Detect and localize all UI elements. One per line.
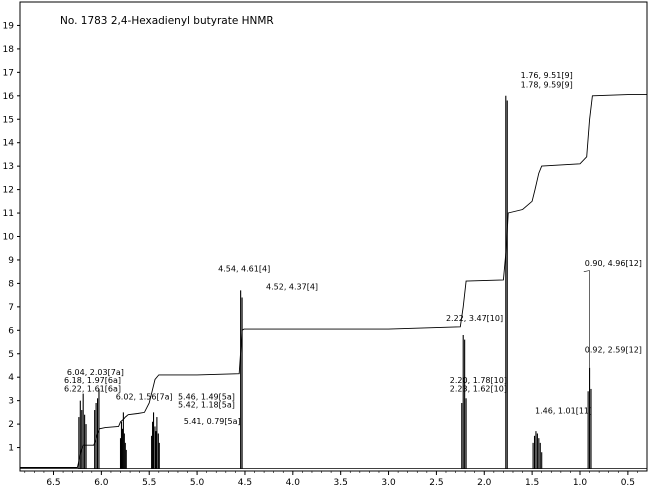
peak-annotation: 6.22, 1.61[6a]	[64, 384, 121, 393]
x-tick-label: 2.5	[429, 478, 443, 486]
peak-annotation: 6.18, 1.97[6a]	[64, 376, 121, 385]
y-tick-label: 2	[8, 420, 14, 430]
y-tick-label: 9	[8, 256, 14, 266]
peak-annotation: 2.20, 1.78[10]	[450, 376, 507, 385]
x-tick-label: 6.0	[94, 478, 109, 486]
x-tick-label: 5.5	[142, 478, 156, 486]
y-tick-label: 11	[3, 209, 14, 219]
y-tick-label: 17	[3, 68, 14, 78]
y-tick-label: 13	[3, 162, 14, 172]
peak-annotation: 0.90, 4.96[12]	[585, 259, 642, 268]
peak-annotation: 1.76, 9.51[9]	[521, 71, 573, 80]
x-tick-label: 4.5	[238, 478, 252, 486]
annotations-group: 1.76, 9.51[9]1.78, 9.59[9] 0.90, 4.96[12]…	[64, 71, 642, 426]
peak-annotation: 2.23, 1.62[10]	[450, 384, 507, 393]
y-tick-label: 14	[3, 139, 15, 149]
x-tick-label: 1.5	[525, 478, 539, 486]
peak-annotation: 5.41, 0.79[5a]	[184, 417, 241, 426]
x-tick-label: 2.0	[477, 478, 492, 486]
peak-annotation: 5.46, 1.49[5a]	[178, 392, 235, 401]
x-tick-label: 4.0	[286, 478, 301, 486]
x-tick-label: 1.0	[573, 478, 588, 486]
peak-annotation: 0.92, 2.59[12]	[585, 346, 642, 355]
peak-annotation: 1.46, 1.01[11]	[535, 407, 592, 416]
x-tick-label: 3.5	[334, 478, 348, 486]
x-tick-label: 0.5	[621, 478, 635, 486]
x-tick-label: 6.5	[46, 478, 60, 486]
y-tick-label: 12	[3, 186, 14, 196]
y-tick-label: 18	[3, 45, 15, 55]
peak-annotation: 4.52, 4.37[4]	[266, 282, 318, 291]
y-tick-label: 3	[8, 397, 14, 407]
peak-annotation: 4.54, 4.61[4]	[218, 265, 270, 274]
y-tick-label: 4	[8, 373, 14, 383]
peak-annotation: 6.04, 2.03[7a]	[67, 368, 124, 377]
peak-annotation: 5.42, 1.18[5a]	[178, 401, 235, 410]
y-tick-label: 8	[8, 279, 14, 289]
y-tick-label: 5	[8, 350, 14, 360]
axes: 6.5 6.0 5.5 5.0 4.5 4.0 3.5 3.0 2.5 2.0 1.5 1.0 0.5 1…	[3, 1, 648, 486]
y-tick-label: 10	[3, 233, 15, 243]
y-tick-label: 1	[8, 444, 14, 454]
chart-title: No. 1783 2,4-Hexadienyl butyrate HNMR	[60, 15, 274, 27]
annotation-leader	[583, 270, 590, 272]
y-tick-label: 15	[3, 115, 14, 125]
peak-annotation: 2.22, 3.47[10]	[446, 314, 503, 323]
y-tick-label: 16	[3, 92, 15, 102]
peak-annotation: 1.78, 9.59[9]	[521, 81, 573, 90]
y-tick-label: 19	[3, 21, 15, 31]
peak-annotation: 6.02, 1.56[7a]	[116, 392, 173, 401]
y-tick-label: 7	[8, 303, 14, 313]
x-tick-label: 3.0	[381, 478, 396, 486]
y-tick-label: 6	[8, 326, 14, 336]
peaks-group	[78, 95, 592, 469]
x-tick-label: 5.0	[190, 478, 205, 486]
